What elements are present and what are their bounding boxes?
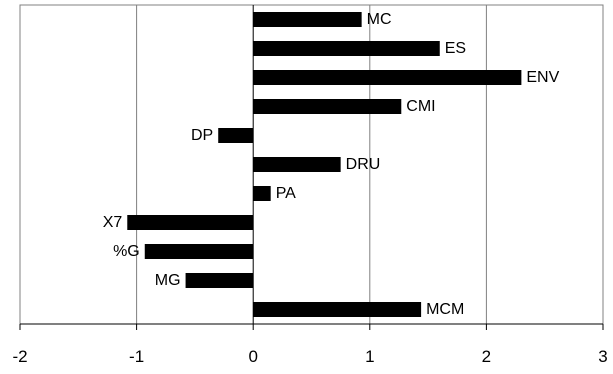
- x-tick-label: 1: [365, 347, 374, 366]
- bar-label: MG: [155, 272, 181, 289]
- x-tick-label: 0: [248, 347, 257, 366]
- bar-mcm: [253, 302, 422, 317]
- bars: [127, 12, 522, 317]
- bar-label: ES: [445, 40, 466, 57]
- bar-label: CMI: [406, 98, 435, 115]
- bar-cmi: [253, 99, 402, 114]
- x-tick-label: 2: [482, 347, 491, 366]
- x-axis-ticks: -2 -1 0 1 2 3: [12, 324, 608, 366]
- bar-dp: [218, 128, 254, 143]
- bar-env: [253, 70, 522, 85]
- bar-label: DP: [191, 127, 213, 144]
- bar-mg: [185, 273, 254, 288]
- bar-dru: [253, 157, 341, 172]
- x-tick-label: -1: [129, 347, 144, 366]
- bar-mc: [253, 12, 362, 27]
- bar-labels: MC ES ENV CMI DP DRU PA X7 %G MG MCM: [103, 11, 560, 318]
- bar-g: [144, 244, 254, 259]
- bar-label: MCM: [426, 301, 464, 318]
- bar-label: ENV: [526, 69, 559, 86]
- bar-label: MC: [367, 11, 392, 28]
- x-tick-label: 3: [598, 347, 607, 366]
- bar-label: DRU: [346, 156, 381, 173]
- bar-label: %G: [113, 243, 140, 260]
- bar-label: PA: [276, 185, 296, 202]
- x-tick-label: -2: [12, 347, 27, 366]
- bar-x7: [127, 215, 254, 230]
- bar-label: X7: [103, 214, 123, 231]
- bar-pa: [253, 186, 271, 201]
- bar-es: [253, 41, 440, 56]
